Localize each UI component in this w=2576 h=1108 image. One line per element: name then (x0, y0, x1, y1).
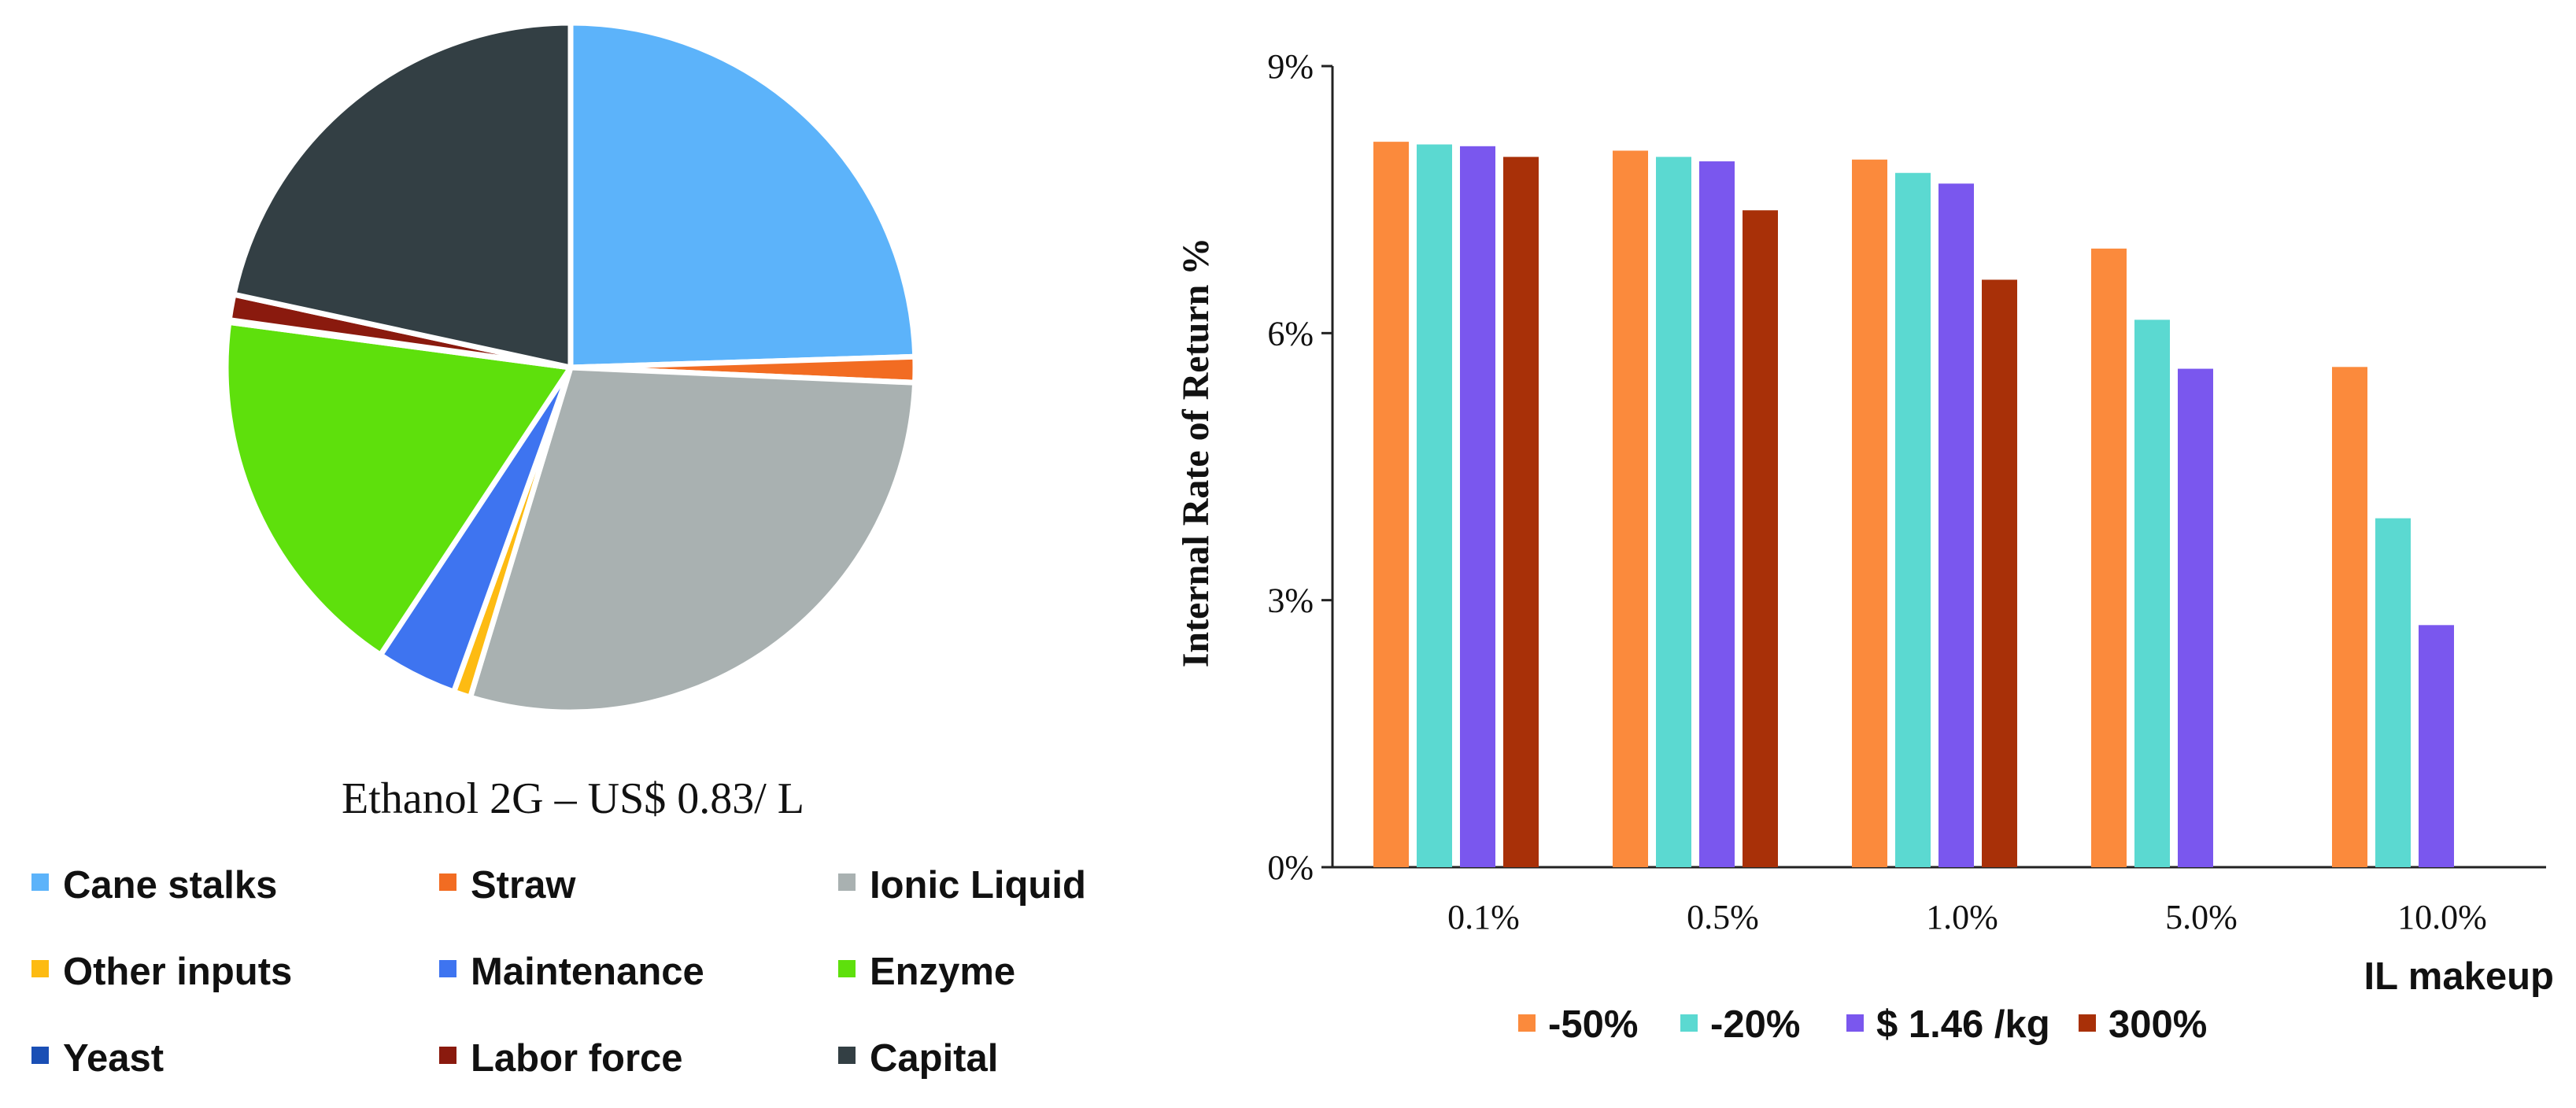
legend-swatch-capital (838, 1047, 856, 1064)
bar-300-0-1 (1503, 157, 1539, 867)
pie-slice-ionic-liquid (468, 364, 918, 715)
bar-1-46-kg-10-0 (2419, 625, 2454, 867)
bar-20-0-5 (1656, 157, 1691, 867)
pie-title: Ethanol 2G – US$ 0.83/ L (342, 774, 804, 823)
legend-swatch-maintenance (439, 960, 456, 977)
x-tick-label: 1.0% (1926, 898, 1998, 936)
bar-50-5-0 (2091, 248, 2127, 867)
x-tick-label: 0.1% (1447, 898, 1520, 936)
bar-chart: 0% 3% 6% 9% 0.1% 0.5% 1.0% 5.0% 10.0% Internal R… (1175, 47, 2554, 1046)
bar-300-1-0 (1982, 279, 2017, 867)
bar-legend: -50% -20% $ 1.46 /kg 300% (1518, 1003, 2207, 1046)
legend-label-cane-stalks: Cane stalks (63, 864, 277, 907)
legend-label-yeast: Yeast (63, 1037, 164, 1080)
y-axis-title: Internal Rate of Return % (1175, 238, 1217, 668)
legend-swatch-other-inputs (31, 960, 49, 977)
x-axis-title: IL makeup (2364, 955, 2554, 998)
pie-slice-cane-stalks (567, 20, 918, 371)
legend-swatch-50 (1518, 1014, 1536, 1032)
bar-1-46-kg-0-5 (1699, 161, 1735, 868)
x-tick-label: 5.0% (2165, 898, 2238, 936)
y-tick-label: 3% (1267, 582, 1314, 620)
legend-label-1-46-kg: $ 1.46 /kg (1876, 1003, 2050, 1046)
legend-label-50: -50% (1548, 1003, 1638, 1046)
legend-swatch-300 (2079, 1014, 2096, 1032)
legend-label-labor-force: Labor force (471, 1037, 683, 1080)
legend-swatch-20 (1680, 1014, 1698, 1032)
pie-legend: Cane stalks Straw Ionic Liquid Other inputs… (31, 864, 1086, 1080)
bar-20-5-0 (2134, 319, 2170, 867)
bar-1-46-kg-5-0 (2178, 368, 2213, 868)
legend-label-enzyme: Enzyme (870, 951, 1015, 993)
legend-label-other-inputs: Other inputs (63, 951, 292, 993)
legend-swatch-cane-stalks (31, 873, 49, 891)
legend-label-straw: Straw (471, 864, 576, 907)
x-tick-label: 0.5% (1687, 898, 1759, 936)
pie-slice-enzyme (223, 319, 574, 658)
legend-swatch-yeast (31, 1047, 49, 1064)
legend-label-ionic-liquid: Ionic Liquid (870, 864, 1086, 907)
y-tick-label: 0% (1267, 848, 1314, 887)
legend-swatch-labor-force (439, 1047, 456, 1064)
legend-label-capital: Capital (870, 1037, 998, 1080)
bar-50-1-0 (1852, 159, 1887, 867)
y-tick-label: 9% (1267, 47, 1314, 86)
legend-label-maintenance: Maintenance (471, 951, 704, 993)
bar-20-1-0 (1895, 172, 1931, 867)
legend-swatch-enzyme (838, 960, 856, 977)
x-tick-label: 10.0% (2397, 898, 2487, 936)
bar-1-46-kg-0-1 (1460, 146, 1495, 868)
bar-50-10-0 (2332, 367, 2367, 867)
bar-50-0-1 (1373, 142, 1409, 868)
bar-50-0-5 (1613, 150, 1648, 867)
bar-20-0-1 (1417, 144, 1452, 867)
legend-swatch-straw (439, 873, 456, 891)
legend-swatch-1-46-kg (1846, 1014, 1864, 1032)
pie-chart: Ethanol 2G – US$ 0.83/ L Cane stalks Stra… (31, 20, 1086, 1080)
bar-marks (1373, 142, 2454, 868)
pie-slice-capital (231, 20, 574, 371)
legend-label-20: -20% (1710, 1003, 1800, 1046)
y-tick-label: 6% (1267, 314, 1314, 353)
legend-swatch-ionic-liquid (838, 873, 856, 891)
bar-20-10-0 (2375, 518, 2411, 867)
pie-slices (223, 20, 918, 715)
bar-300-0-5 (1743, 210, 1778, 867)
bar-1-46-kg-1-0 (1938, 183, 1974, 868)
legend-label-300: 300% (2108, 1003, 2207, 1046)
